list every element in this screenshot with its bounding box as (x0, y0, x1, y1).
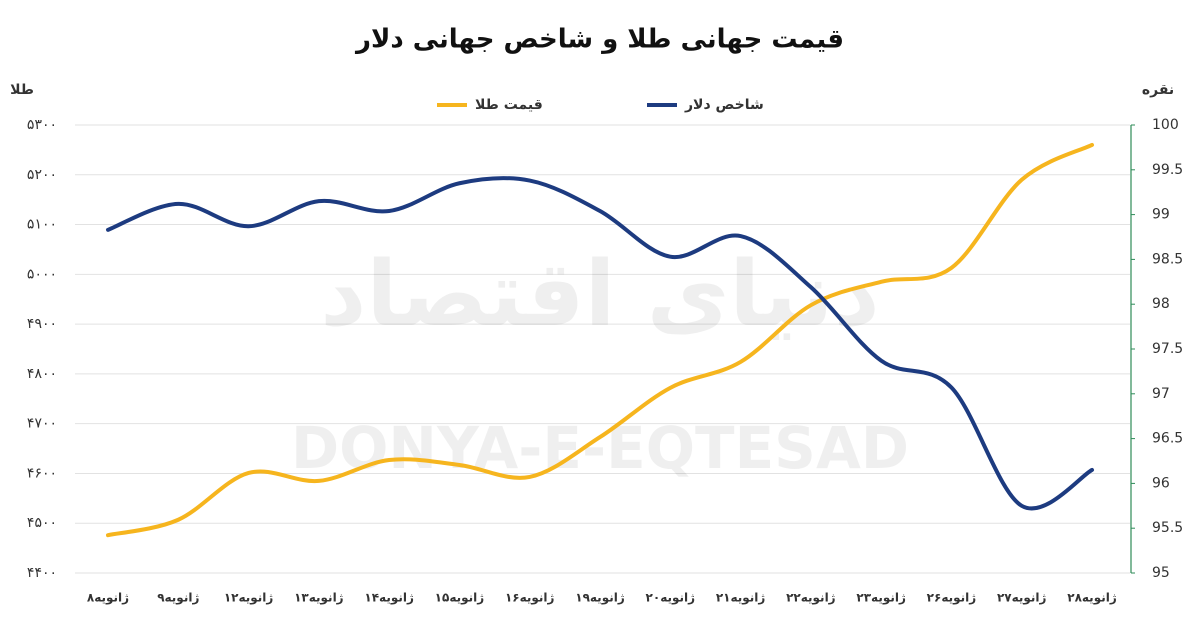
y2-tick-label: 96.5 (1152, 431, 1183, 447)
y2-tick-label: 98 (1152, 296, 1170, 312)
x-tick-label: ۱۹ژانویه (575, 591, 625, 606)
y2-tick-label: 95.5 (1152, 520, 1183, 536)
x-tick-label: ۲۸ژانویه (1067, 591, 1117, 606)
chart-title: قیمت جهانی طلا و شاخص جهانی دلار (354, 25, 844, 55)
x-tick-label: ۲۳ژانویه (856, 591, 906, 606)
y-tick-label: ۵۱۰۰ (27, 217, 57, 233)
y2-tick-label: 97.5 (1152, 341, 1183, 357)
y-tick-label: ۴۹۰۰ (27, 316, 57, 332)
y2-tick-label: 99.5 (1152, 162, 1183, 178)
y-tick-label: ۵۰۰۰ (27, 266, 57, 282)
y-axis-label: طلا (10, 82, 34, 98)
y2-tick-label: 98.5 (1152, 251, 1183, 267)
series-line (106, 176, 1094, 511)
y-tick-label: ۵۳۰۰ (27, 117, 57, 133)
y-tick-label: ۵۲۰۰ (27, 167, 57, 183)
y-tick-label: ۴۵۰۰ (27, 515, 57, 531)
x-tick-label: ۲۰ژانویه (646, 591, 696, 606)
x-tick-label: ۲۶ژانویه (927, 591, 977, 606)
watermark: دنیای اقتصاد (320, 242, 880, 347)
x-tick-label: ۲۷ژانویه (997, 591, 1047, 606)
y-tick-label: ۴۴۰۰ (27, 565, 57, 581)
x-tick-label: ۱۶ژانویه (505, 591, 555, 606)
y2-tick-label: 99 (1152, 207, 1170, 223)
y-tick-label: ۴۸۰۰ (27, 366, 57, 382)
x-tick-label: ۲۲ژانویه (786, 591, 836, 606)
x-tick-label: ۱۳ژانویه (294, 591, 344, 606)
legend-label: شاخص دلار (684, 97, 764, 113)
y2-tick-label: 100 (1152, 117, 1179, 133)
x-tick-label: ۹ژانویه (157, 591, 199, 606)
y2-tick-label: 96 (1152, 475, 1170, 491)
y2-tick-label: 95 (1152, 565, 1170, 581)
watermark: DONYA-E-EQTESAD (291, 414, 909, 482)
y2-tick-label: 97 (1152, 386, 1170, 402)
y-tick-label: ۴۶۰۰ (27, 465, 57, 481)
x-tick-label: ۸ژانویه (87, 591, 129, 606)
legend-label: قیمت طلا (475, 97, 543, 113)
x-tick-label: ۱۲ژانویه (224, 591, 274, 606)
x-tick-label: ۱۵ژانویه (435, 591, 485, 606)
y2-axis-label: نقره (1142, 82, 1174, 98)
x-tick-label: ۲۱ژانویه (716, 591, 766, 606)
series-line (106, 142, 1094, 538)
y-tick-label: ۴۷۰۰ (27, 416, 57, 432)
x-tick-label: ۱۴ژانویه (364, 591, 414, 606)
